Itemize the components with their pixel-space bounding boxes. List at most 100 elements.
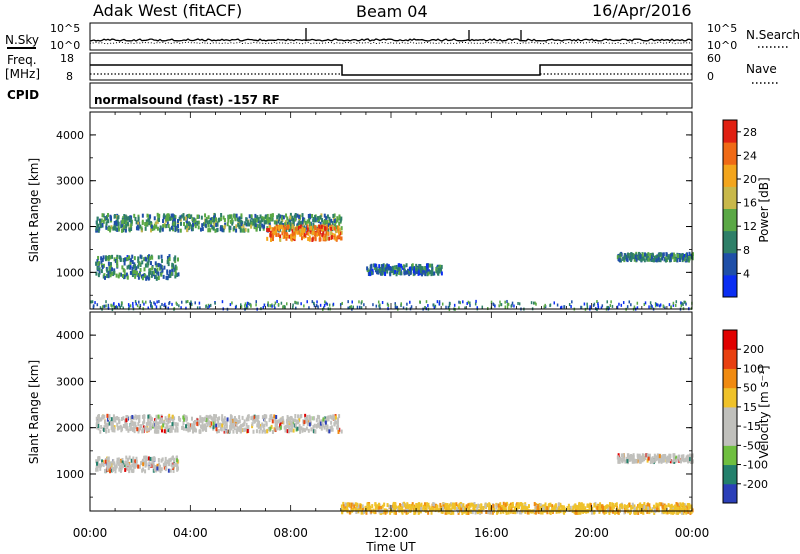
echo-cell [120,228,123,233]
echo-cell [328,220,331,225]
echo-cell [336,421,339,426]
echo-cell [251,422,254,427]
echo-cell [215,217,218,222]
echo-cell [300,302,302,306]
freq-tick-18: 18 [60,52,74,65]
echo-cell [179,228,182,233]
echo-cell [144,256,147,261]
echo-cell [297,230,300,235]
echo-cell [458,306,460,310]
power-echo-region [95,254,180,281]
echo-cell [106,268,109,273]
echo-cell [172,458,175,463]
echo-cell [107,213,110,218]
echo-cell [551,507,554,512]
echo-cell [192,222,195,227]
echo-cell [644,456,647,461]
echo-cell [170,271,173,276]
echo-cell [306,224,309,229]
echo-cell [686,257,689,262]
echo-cell [303,227,306,232]
echo-cell [625,456,628,461]
echo-cell [673,509,676,514]
echo-cell [242,422,245,427]
echo-cell [109,462,112,467]
echo-cell [600,504,603,509]
echo-cell [266,236,269,241]
echo-cell [105,429,108,434]
colorbar-tick-label: 50 [743,382,757,395]
colorbar-segment [723,387,737,408]
echo-cell [427,271,430,276]
echo-cell [665,510,668,515]
echo-cell [568,507,571,512]
echo-cell [213,222,216,227]
echo-cell [210,421,213,426]
echo-cell [121,464,124,469]
echo-cell [160,425,163,430]
echo-cell [334,236,337,241]
echo-cell [662,510,665,515]
echo-cell [268,228,271,233]
echo-cell [337,427,340,432]
echo-cell [230,420,233,425]
echo-cell [334,415,337,420]
echo-cell [186,427,189,432]
echo-cell [639,458,642,463]
echo-cell [143,460,146,465]
echo-cell [121,301,123,305]
echo-cell [271,416,274,421]
echo-cell [329,223,332,228]
echo-cell [384,510,387,515]
echo-cell [518,502,521,507]
echo-cell [380,271,383,276]
echo-cell [325,216,328,221]
echo-cell [114,416,117,421]
echo-cell [413,510,416,515]
echo-cell [391,507,394,512]
echo-cell [655,255,658,260]
echo-cell [124,226,127,231]
echo-cell [330,415,333,420]
echo-cell [673,456,676,461]
echo-cell [290,236,293,241]
echo-cell [374,502,377,507]
echo-cell [459,301,462,305]
echo-cell [99,306,102,310]
echo-cell [162,274,165,279]
echo-cell [256,215,259,220]
echo-cell [125,423,128,428]
echo-cell [466,302,468,306]
echo-cell [589,305,591,309]
colorbar-tick-label: 16 [743,197,757,210]
echo-cell [172,227,175,232]
echo-cell [220,227,223,232]
echo-cell [121,460,124,465]
echo-cell [526,506,529,511]
echo-cell [664,455,667,460]
echo-cell [637,256,640,261]
echo-cell [213,215,216,220]
echo-cell [387,264,390,269]
echo-cell [157,414,160,419]
echo-cell [263,413,266,418]
echo-cell [223,427,226,432]
echo-cell [97,421,100,426]
echo-cell [261,216,264,221]
time-tick-label: 16:00 [474,526,509,540]
echo-cell [316,216,319,221]
echo-cell [283,231,286,236]
echo-cell [105,300,107,304]
echo-cell [123,269,126,274]
echo-cell [104,459,107,464]
echo-cell [281,416,284,421]
echo-cell [155,263,158,268]
echo-cell [330,235,333,240]
echo-cell [113,305,115,309]
echo-cell [314,429,317,434]
echo-cell [665,458,668,463]
echo-cell [153,457,156,462]
echo-cell [278,227,281,232]
echo-cell [420,506,423,511]
cpid-text: normalsound (fast) -157 RF [94,93,280,107]
